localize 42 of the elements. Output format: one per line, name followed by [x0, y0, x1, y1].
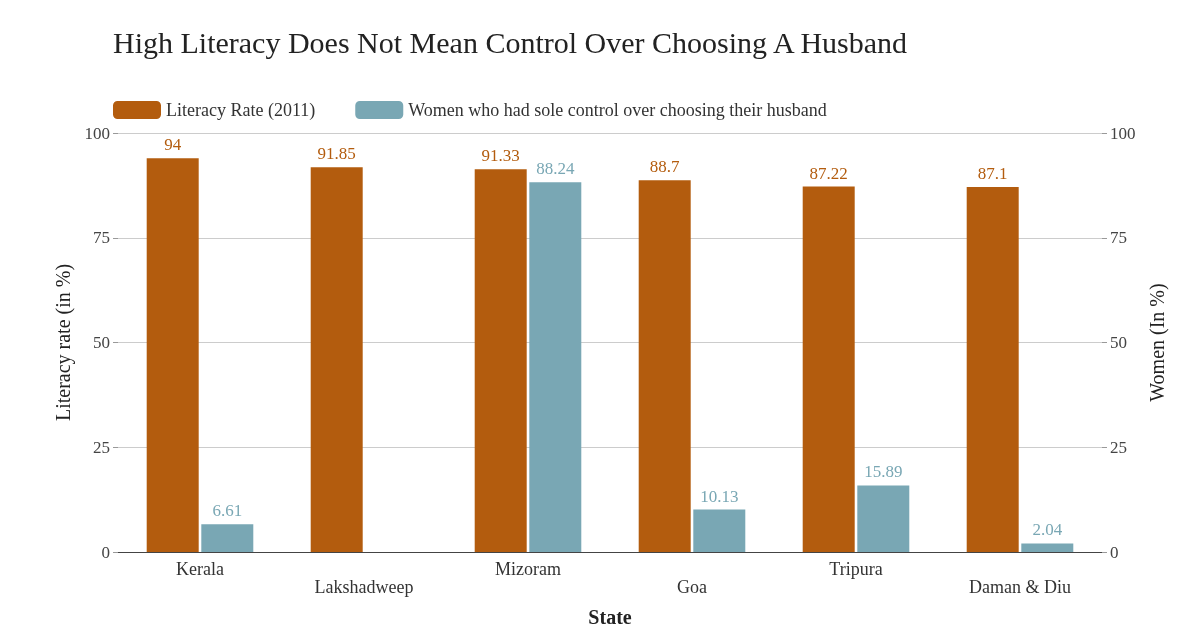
y2-tick-label: 25 [1110, 437, 1127, 457]
x-tick-label: Tripura [829, 559, 883, 579]
data-label: 91.85 [317, 144, 356, 164]
legend-label: Women who had sole control over choosing their husband [408, 100, 827, 120]
bar [201, 524, 254, 552]
y-tick-label: 75 [93, 228, 110, 248]
x-axis-title: State [588, 606, 632, 628]
y2-axis-title: Women (In %) [1146, 283, 1169, 402]
y2-tick-label: 0 [1110, 542, 1119, 562]
x-tick-label: Goa [677, 577, 707, 597]
bar [638, 180, 691, 552]
y-tick-label: 50 [93, 333, 110, 352]
bar [146, 158, 199, 552]
data-label: 87.1 [977, 164, 1008, 184]
y-tick-label: 0 [101, 542, 110, 562]
y2-tick-label: 75 [1110, 228, 1127, 248]
x-tick-label: Mizoram [495, 559, 561, 579]
data-label: 15.89 [864, 462, 903, 482]
data-label: 10.13 [700, 486, 739, 506]
bar [1021, 543, 1074, 552]
y-tick-label: 100 [84, 123, 110, 143]
legend-label: Literacy Rate (2011) [166, 100, 316, 121]
bar [310, 167, 363, 552]
x-tick-label: Kerala [176, 559, 224, 579]
chart-title: High Literacy Does Not Mean Control Over Choosing A Husband [113, 25, 908, 59]
data-label: 87.22 [809, 163, 848, 183]
bar [802, 186, 855, 552]
y-tick-label: 25 [93, 437, 110, 457]
x-tick-label: Lakshadweep [314, 577, 414, 597]
bar [857, 485, 910, 552]
y2-tick-label: 50 [1110, 333, 1127, 352]
y2-tick-label: 100 [1110, 123, 1136, 143]
data-label: 94 [164, 135, 182, 155]
data-label: 91.33 [481, 146, 520, 166]
bar [693, 509, 746, 552]
x-tick-label: Daman & Diu [969, 577, 1071, 597]
data-label: 88.24 [536, 159, 575, 179]
bar [966, 187, 1019, 552]
y-axis-title: Literacy rate (in %) [52, 263, 75, 422]
data-label: 88.7 [649, 157, 681, 177]
data-label: 6.61 [212, 501, 243, 521]
data-label: 2.04 [1032, 520, 1063, 540]
